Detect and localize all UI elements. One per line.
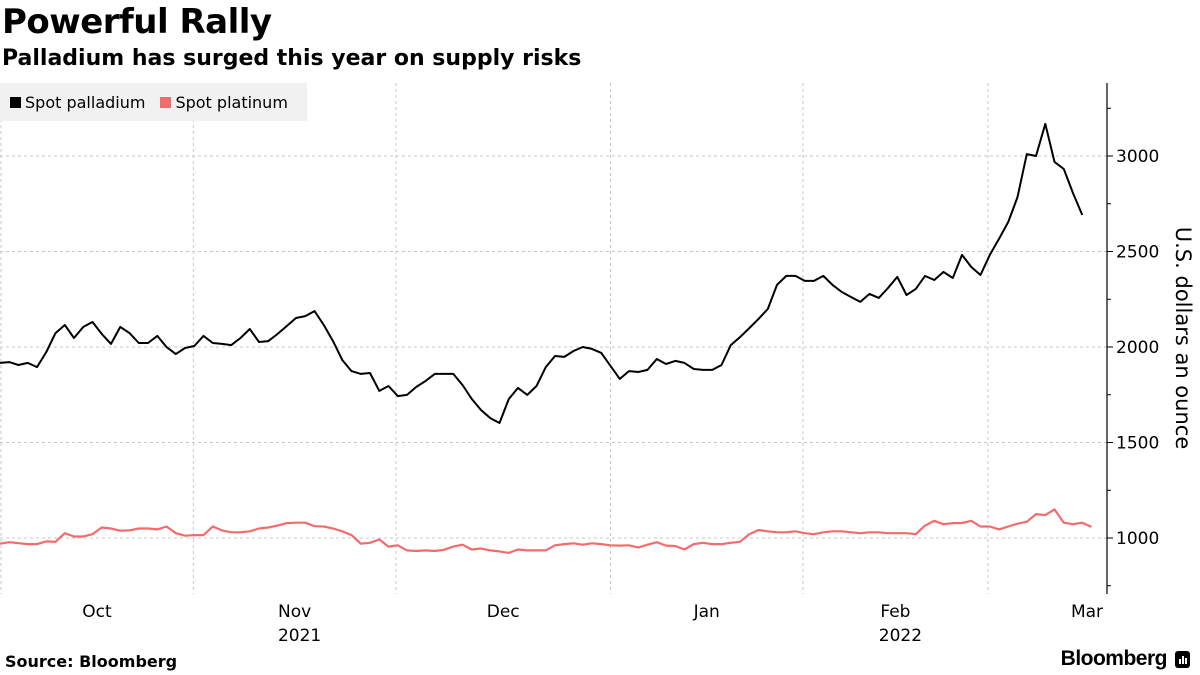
- x-tick-label: Dec: [487, 602, 520, 622]
- source-note: Source: Bloomberg: [5, 652, 178, 671]
- x-tick-label: Nov: [278, 602, 311, 622]
- x-tick-label: Mar: [1071, 602, 1103, 622]
- x-year-label: 2021: [278, 626, 321, 646]
- x-year-label: 2022: [879, 626, 922, 646]
- legend-label-palladium: Spot palladium: [25, 92, 146, 112]
- y-tick-label: 3000: [1116, 147, 1159, 167]
- y-tick-label: 1500: [1116, 434, 1159, 454]
- x-tick-label: Oct: [82, 602, 112, 622]
- platinum-line: [0, 508, 1092, 555]
- legend-swatch-palladium: [10, 96, 21, 108]
- legend-item-platinum: Spot platinum: [160, 92, 288, 112]
- series-lines: [0, 122, 1092, 555]
- y-tick-label: 2500: [1116, 243, 1159, 263]
- gridlines: [0, 83, 1107, 594]
- brand-logo: Bloomberg: [1061, 647, 1190, 671]
- chart-subtitle: Palladium has surged this year on supply…: [2, 46, 582, 71]
- palladium-line: [0, 122, 1084, 424]
- legend-swatch-platinum: [160, 96, 172, 108]
- y-tick-label: 2000: [1116, 338, 1159, 358]
- bloomberg-chart-icon: [1175, 650, 1190, 668]
- legend-item-palladium: Spot palladium: [10, 93, 145, 112]
- y-tick-label: 1000: [1116, 529, 1159, 549]
- brand-name: Bloomberg: [1060, 647, 1168, 670]
- x-tick-label: Feb: [880, 602, 910, 622]
- x-axis-labels: Oct Nov 2021 Dec Jan Feb 2022 Mar: [82, 602, 1103, 646]
- x-tick-label: Jan: [693, 602, 720, 622]
- y-axis-title: U.S. dollars an ounce: [1171, 227, 1195, 449]
- chart-title: Powerful Rally: [2, 2, 272, 42]
- y-axis: 1000 1500 2000 2500 3000: [1106, 83, 1159, 594]
- legend-label-platinum: Spot platinum: [175, 92, 288, 112]
- legend: Spot palladium Spot platinum: [0, 83, 307, 121]
